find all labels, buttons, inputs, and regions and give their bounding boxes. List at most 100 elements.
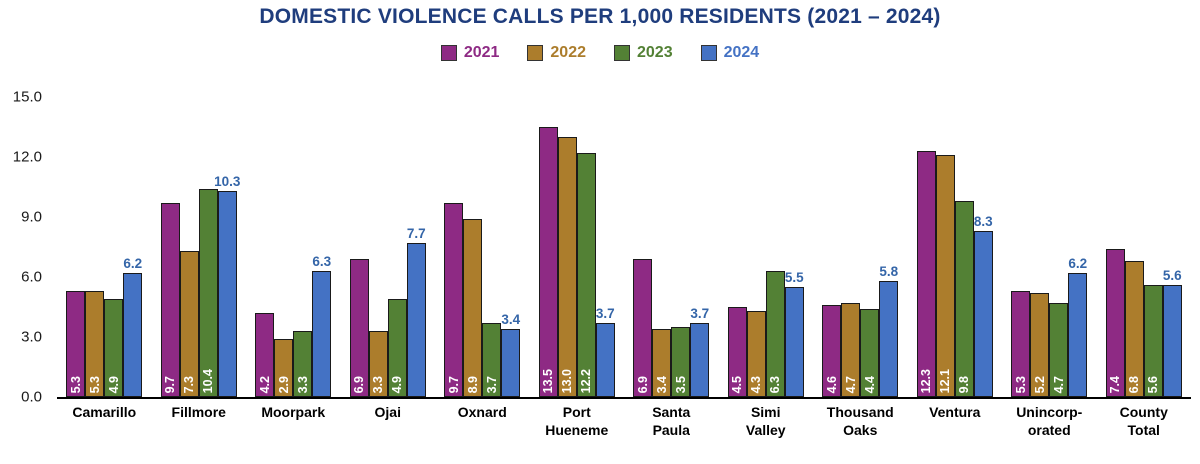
bar-2021: 4.2 [255,313,275,397]
bar-value-label: 3.4 [501,312,521,327]
bar-value-label: 10.3 [214,174,241,189]
bar-value-label: 5.2 [1032,375,1047,393]
legend: 2021 2022 2023 2024 [0,44,1200,62]
y-tick-label: 6.0 [21,268,42,286]
bar-2022: 4.7 [841,303,861,397]
bar-value-label: 4.9 [106,375,121,393]
legend-label-2022: 2022 [550,44,586,61]
bar-value-label: 12.2 [579,368,594,393]
bar-2022: 2.9 [274,339,294,397]
bar-value-label: 4.7 [843,375,858,393]
bar-value-label: 6.9 [352,375,367,393]
category-label: Fillmore [171,404,226,420]
legend-label-2021: 2021 [463,44,500,61]
bar-value-label: 5.6 [1162,268,1182,283]
bar-value-label: 4.4 [862,375,877,393]
bar-group: 6.9 3.3 4.9 7.7 [341,97,436,397]
bar-2023: 3.3 [293,331,313,397]
category-label: Port Hueneme [545,404,609,438]
bar-2023: 6.3 [765,271,785,397]
bar-group: 9.7 8.9 3.7 3.4 [435,97,530,397]
bar-value-label: 7.3 [182,375,197,393]
bar-2023: 3.5 [671,327,691,397]
bar-value-label: 3.7 [484,375,499,393]
legend-swatch-2023 [614,45,630,61]
category-label: Unincorp- orated [1016,404,1083,438]
bar-2021: 9.7 [444,203,464,397]
legend-item-2021: 2021 [440,44,500,62]
bar-2021: 9.7 [160,203,180,397]
bar-value-label: 12.3 [919,368,934,393]
bar-2022: 5.3 [85,291,105,397]
category-label: Moorpark [261,404,326,420]
bar-2022: 3.3 [368,331,388,397]
bar-2021: 5.3 [66,291,86,397]
y-axis: 15.0 12.0 9.0 6.0 3.0 0.0 [0,89,46,406]
y-tick-label: 12.0 [12,148,42,166]
bar-value-label: 5.3 [68,375,83,393]
bar-2021: 5.3 [1011,291,1031,397]
bar-value-label: 13.0 [560,368,575,393]
bar-group: 5.3 5.2 4.7 6.2 [1002,97,1097,397]
bar-value-label: 12.1 [938,368,953,393]
bar-2024: 3.7 [690,306,710,397]
bar-2023: 3.7 [482,323,502,397]
bar-value-label: 4.9 [390,375,405,393]
bar-value-label: 6.3 [312,254,332,269]
bar-value-label: 5.3 [87,375,102,393]
x-axis-labels: Camarillo Fillmore Moorpark Ojai Oxnard Port … [57,404,1191,439]
bar-group: 6.9 3.4 3.5 3.7 [624,97,719,397]
bar-2024: 8.3 [973,214,993,397]
bar-2023: 12.2 [576,153,596,397]
y-tick-label: 9.0 [21,208,42,226]
category-label: County Total [1119,404,1168,438]
bar-2023: 10.4 [198,189,218,397]
bar-2024: 5.5 [784,270,804,397]
bar-value-label: 2.9 [276,375,291,393]
bar-value-label: 13.5 [541,368,556,393]
bar-2022: 3.4 [652,329,672,397]
bar-2024: 3.4 [501,312,521,397]
legend-item-2024: 2024 [700,44,760,62]
bar-2023: 4.4 [860,309,880,397]
bar-value-label: 10.4 [201,368,216,393]
bar-value-label: 5.5 [784,270,804,285]
bar-2023: 4.9 [104,299,124,397]
bar-2024: 5.6 [1162,268,1182,397]
bar-value-label: 6.8 [1127,375,1142,393]
bar-value-label: 6.2 [1068,256,1088,271]
bar-value-label: 4.3 [749,375,764,393]
plot-area: 5.3 5.3 4.9 6.2 9.7 7.3 10.4 10.3 4.2 2.9 3.3 6.3 6.… [57,97,1191,399]
bar-2023: 9.8 [954,201,974,397]
bar-2022: 6.8 [1124,261,1144,397]
bar-2024: 3.7 [595,306,615,397]
bar-value-label: 9.8 [957,375,972,393]
bar-group: 7.4 6.8 5.6 5.6 [1097,97,1192,397]
category-label: Ojai [374,404,401,420]
bar-2022: 7.3 [179,251,199,397]
bar-2021: 4.6 [822,305,842,397]
y-tick-label: 0.0 [21,388,42,406]
bar-value-label: 5.8 [879,264,899,279]
category-label: Ventura [929,404,981,420]
y-tick-label: 15.0 [12,88,42,106]
bar-2024: 6.3 [312,254,332,397]
bar-group: 4.5 4.3 6.3 5.5 [719,97,814,397]
bar-2022: 12.1 [935,155,955,397]
bar-2021: 7.4 [1105,249,1125,397]
category-label: Camarillo [72,404,137,420]
bar-group: 12.3 12.1 9.8 8.3 [908,97,1003,397]
bar-2022: 13.0 [557,137,577,397]
bar-2021: 13.5 [538,127,558,397]
bar-value-label: 4.6 [824,375,839,393]
legend-label-2024: 2024 [723,44,760,61]
category-label: Thousand Oaks [826,404,894,438]
legend-swatch-2021 [440,45,457,61]
bar-value-label: 4.5 [730,375,745,393]
bar-2021: 4.5 [727,307,747,397]
bar-2024: 10.3 [214,174,240,397]
category-label: Simi Valley [745,404,786,438]
bar-value-label: 3.7 [690,306,710,321]
bar-2021: 12.3 [916,151,936,397]
